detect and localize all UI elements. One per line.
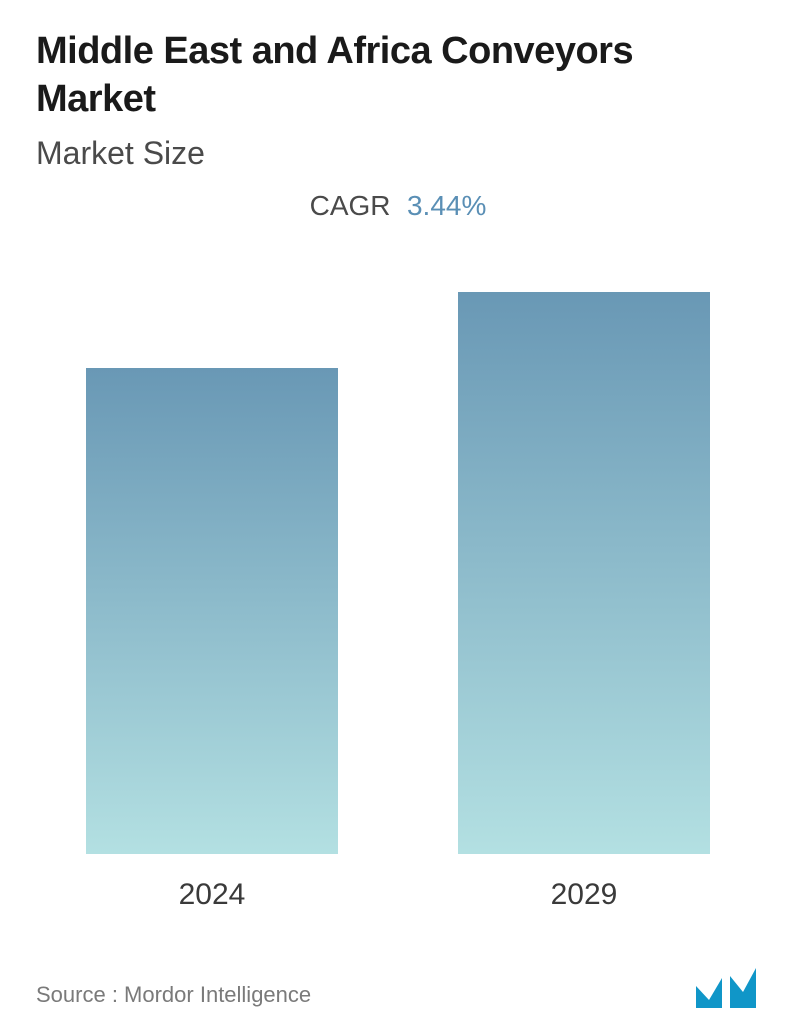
bar-1: [458, 292, 710, 854]
bar-label-0: 2024: [179, 878, 246, 912]
bar-label-1: 2029: [551, 878, 618, 912]
chart-container: Middle East and Africa Conveyors Market …: [0, 0, 796, 1034]
bar-0: [86, 368, 338, 854]
page-subtitle: Market Size: [36, 135, 760, 172]
source-text: Source : Mordor Intelligence: [36, 982, 311, 1008]
bar-group-0: 2024: [86, 292, 338, 912]
page-title: Middle East and Africa Conveyors Market: [36, 28, 760, 123]
bar-chart: 2024 2029: [36, 292, 760, 912]
footer: Source : Mordor Intelligence: [36, 968, 760, 1008]
mordor-logo-icon: [696, 968, 760, 1008]
cagr-value: 3.44%: [407, 190, 486, 221]
cagr-label: CAGR: [310, 190, 391, 221]
cagr-row: CAGR 3.44%: [36, 190, 760, 222]
bar-group-1: 2029: [458, 292, 710, 912]
